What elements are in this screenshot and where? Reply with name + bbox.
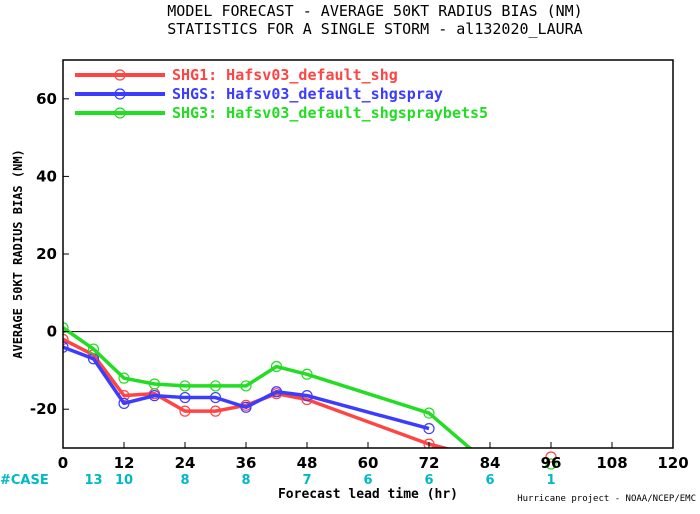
series-3-point: [179, 380, 191, 392]
x-tick-label: 120: [657, 454, 688, 472]
series-3-point: [63, 322, 69, 334]
x-tick-label: 0: [58, 454, 68, 472]
y-tick-label: 40: [36, 167, 57, 185]
legend-swatch-marker: [114, 88, 126, 100]
x-tick-label: 24: [175, 454, 196, 472]
series-line-3: [63, 326, 473, 448]
chart-subtitle: STATISTICS FOR A SINGLE STORM - al132020…: [167, 20, 582, 38]
x-tick-label: 36: [236, 454, 257, 472]
series-3-point: [270, 360, 283, 373]
x-tick-label: 108: [596, 454, 627, 472]
series-2-point: [148, 390, 161, 402]
x-tick-label: 60: [358, 454, 379, 472]
y-tick-label: 0: [47, 323, 57, 341]
series-3-point: [87, 343, 100, 355]
legend-swatch-marker: [114, 69, 126, 81]
y-tick-label: 60: [36, 90, 57, 108]
series-3-point: [118, 372, 130, 384]
x-axis-label: Forecast lead time (hr): [278, 487, 458, 502]
series-2-point: [209, 391, 222, 404]
case-count: 8: [180, 473, 189, 488]
series-2-point: [118, 397, 130, 409]
case-count: 1: [546, 473, 555, 488]
case-count: 6: [424, 473, 433, 488]
series-2-point: [179, 391, 191, 404]
chart-title: MODEL FORECAST - AVERAGE 50KT RADIUS BIA…: [167, 2, 582, 20]
series-1-point: [179, 405, 191, 417]
x-tick-label: 96: [541, 454, 562, 472]
series-3-point: [209, 380, 222, 392]
series-1-point: [423, 438, 435, 448]
legend-entry-3: SHG3: Hafsv03_default_shgspraybets5: [172, 104, 488, 122]
series-2-point: [63, 341, 69, 353]
series-3-point: [545, 458, 557, 470]
series-3-point: [148, 378, 161, 390]
series-1-point: [545, 451, 557, 463]
series-2-point: [270, 386, 283, 398]
case-count: 7: [302, 473, 311, 488]
legend-entry-2: SHGS: Hafsv03_default_shgspray: [172, 85, 443, 103]
legend-entry-1: SHG1: Hafsv03_default_shg: [172, 66, 398, 84]
series-3-point: [423, 407, 435, 419]
case-count: 6: [485, 473, 494, 488]
case-count: 13: [84, 473, 102, 488]
series-2-point: [423, 423, 435, 435]
series-1-point: [63, 333, 69, 345]
series-2-point: [301, 390, 313, 402]
series-1-point: [209, 405, 222, 417]
series-3-point: [301, 368, 313, 380]
x-tick-label: 72: [419, 454, 440, 472]
x-tick-label: 84: [480, 454, 501, 472]
y-tick-label: 20: [36, 245, 57, 263]
series-3-point: [240, 380, 252, 392]
legend-swatch-marker: [114, 107, 126, 119]
case-count: 10: [115, 473, 133, 488]
x-tick-label: 12: [114, 454, 135, 472]
y-tick-label: -20: [30, 400, 57, 418]
case-label: #CASE: [0, 473, 49, 488]
y-axis-label: AVERAGE 50KT RADIUS BIAS (NM): [11, 149, 25, 359]
case-count: 6: [363, 473, 372, 488]
series-2-point: [240, 401, 252, 413]
series-line-1: [63, 337, 452, 448]
credit-text: Hurricane project - NOAA/NCEP/EMC: [517, 494, 696, 504]
series-line-2: [63, 345, 430, 431]
case-count: 8: [241, 473, 250, 488]
x-tick-label: 48: [297, 454, 318, 472]
